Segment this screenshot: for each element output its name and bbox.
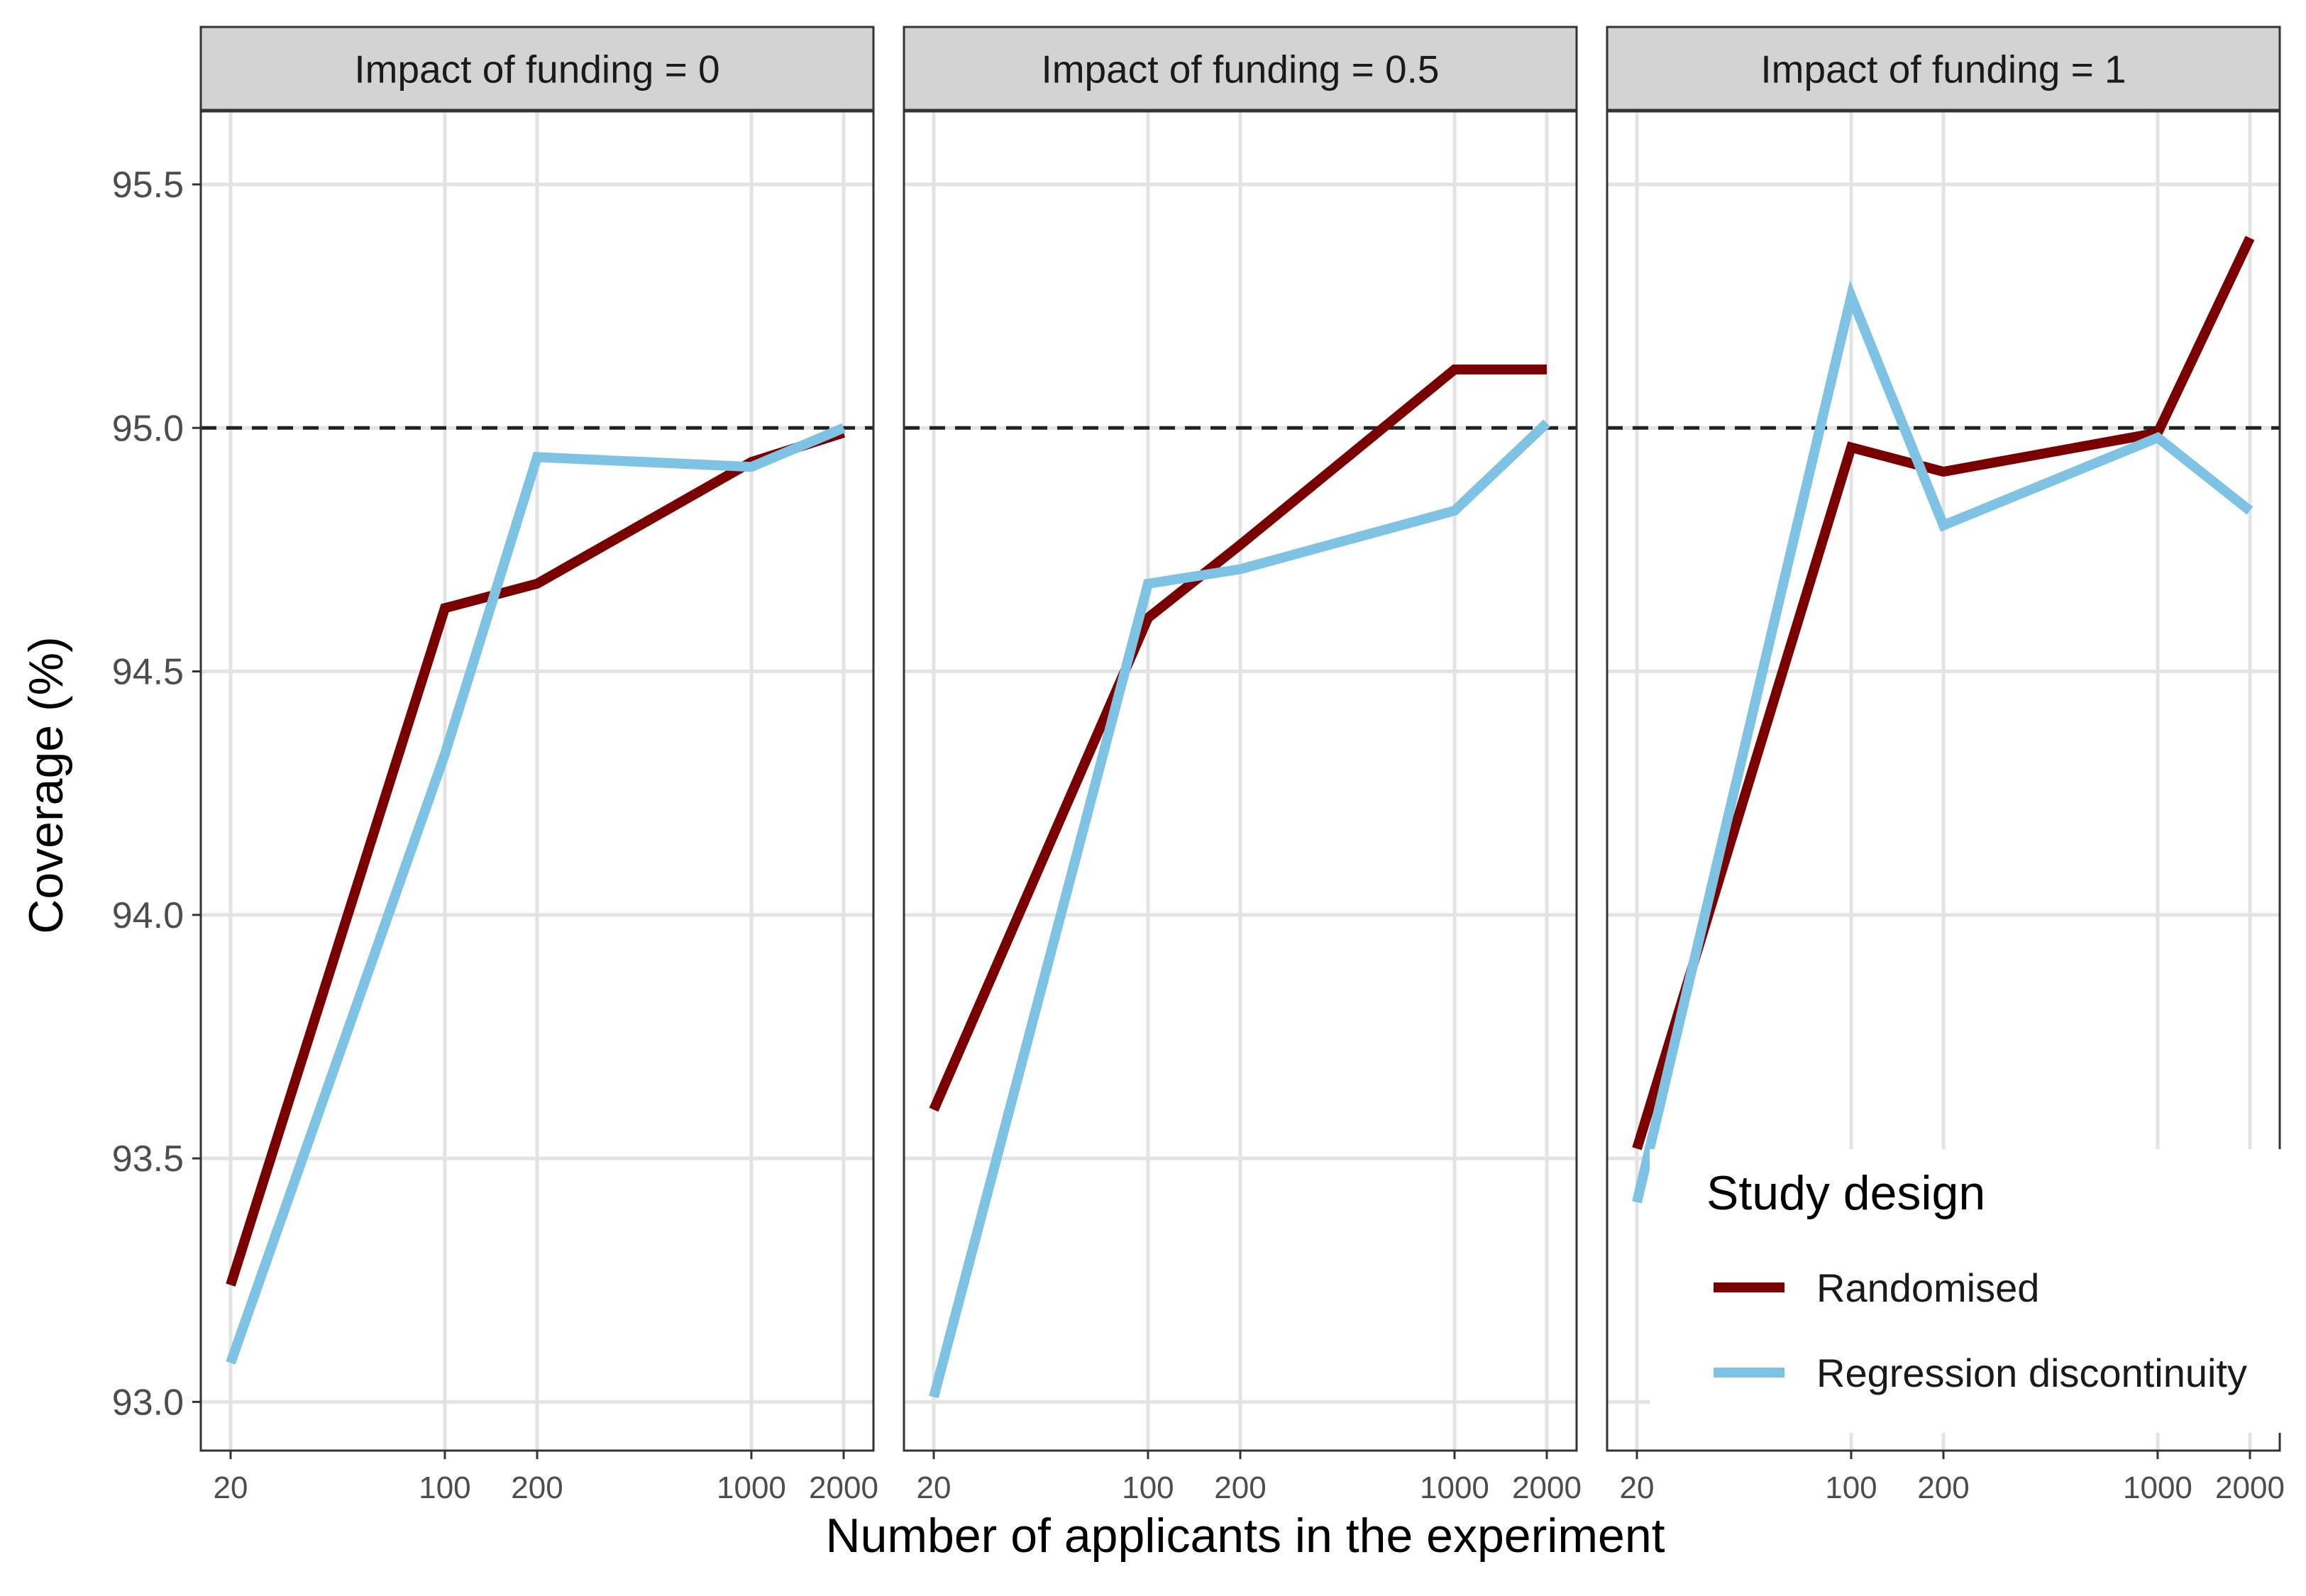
x-tick-label: 20 <box>1620 1470 1655 1505</box>
series-line-randomised <box>1632 235 2255 1151</box>
panel-strip-label: Impact of funding = 0 <box>354 48 719 92</box>
x-tick-label: 2000 <box>809 1470 878 1505</box>
y-tick-label: 94.0 <box>112 895 184 936</box>
y-tick-label: 94.5 <box>112 652 184 693</box>
series-line-regression-discontinuity <box>1632 279 2253 1204</box>
series-line-randomised <box>929 364 1547 1112</box>
panel-strip <box>1606 26 2281 111</box>
legend: Study design Randomised Regression discont… <box>1650 1149 2288 1433</box>
y-tick-label: 93.0 <box>112 1382 184 1423</box>
legend-title: Study design <box>1706 1166 1985 1220</box>
y-tick-label: 95.5 <box>112 165 184 206</box>
y-tick-label: 95.0 <box>112 408 184 449</box>
x-axis-label: Number of applicants in the experiment <box>825 1509 1665 1563</box>
x-tick-label: 1000 <box>2123 1470 2192 1505</box>
x-tick-label: 200 <box>511 1470 563 1505</box>
x-tick-label: 200 <box>1214 1470 1266 1505</box>
x-tick-label: 20 <box>214 1470 248 1505</box>
series-line-regression-discontinuity <box>929 419 1550 1399</box>
legend-entry-label: Regression discontinuity <box>1816 1351 2247 1395</box>
legend-entry-label: Randomised <box>1816 1265 2039 1310</box>
panel-strip <box>199 26 875 111</box>
y-axis: 93.0 93.5 94.0 94.5 95.0 95.5 <box>112 165 201 1423</box>
x-tick-label: 100 <box>1825 1470 1877 1505</box>
x-tick-label: 1000 <box>1420 1470 1489 1505</box>
series-line-regression-discontinuity <box>226 423 846 1365</box>
x-tick-label: 100 <box>419 1470 470 1505</box>
y-axis-label: Coverage (%) <box>19 636 73 934</box>
x-tick-label: 1000 <box>717 1470 786 1505</box>
panel-1: Impact of funding = 0 20 100 200 1000 2000 <box>199 26 878 1505</box>
panel-strip-label: Impact of funding = 1 <box>1760 48 2126 92</box>
panel-strip-label: Impact of funding = 0.5 <box>1041 48 1439 92</box>
x-tick-label: 200 <box>1917 1470 1969 1505</box>
x-tick-label: 2000 <box>2215 1470 2285 1505</box>
y-tick-label: 93.5 <box>112 1138 184 1180</box>
panel-strip <box>903 26 1578 111</box>
x-tick-label: 2000 <box>1512 1470 1582 1505</box>
x-tick-label: 100 <box>1122 1470 1174 1505</box>
panel-2: Impact of funding = 0.5 20 100 200 1000 2000 <box>903 26 1582 1505</box>
x-tick-label: 20 <box>917 1470 951 1505</box>
